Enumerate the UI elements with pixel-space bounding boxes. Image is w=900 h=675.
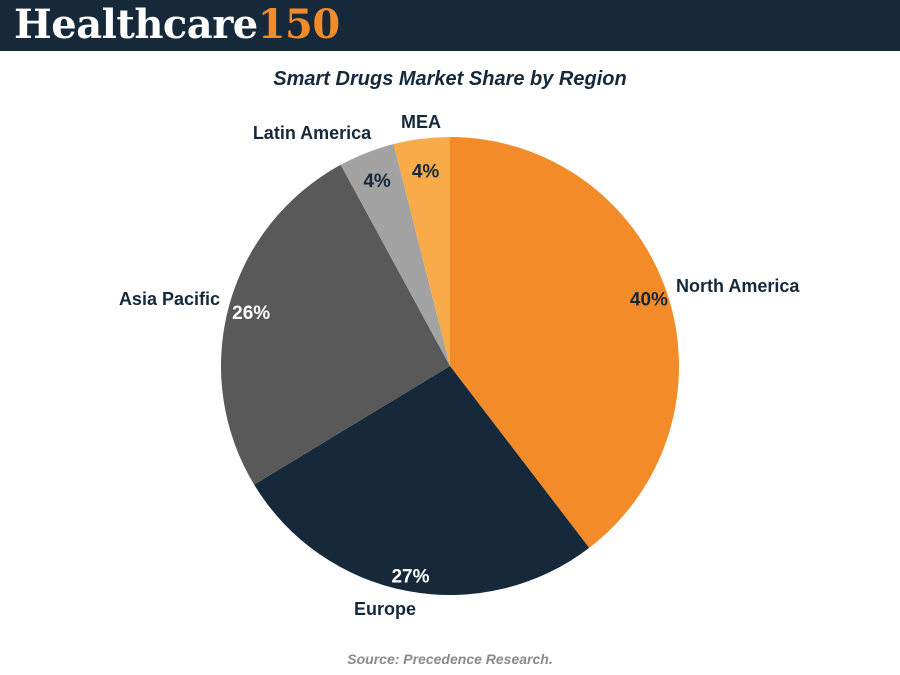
pie-slice-europe	[254, 366, 590, 595]
pie-slice-north-america	[450, 137, 680, 548]
chart-title: Smart Drugs Market Share by Region	[273, 68, 627, 90]
brand-logo: Healthcare150	[14, 3, 340, 47]
data-label-asia-pacific: 26%	[232, 303, 270, 324]
header-bar: Healthcare150	[0, 0, 900, 51]
pie-slice-latin-america	[340, 144, 450, 366]
category-label-mea: MEA	[401, 112, 441, 132]
data-label-mea: 4%	[412, 162, 440, 183]
pie-slice-mea	[393, 137, 450, 366]
category-label-north-america: North America	[676, 276, 800, 296]
data-label-europe: 27%	[391, 566, 429, 587]
source-note: Source: Precedence Research.	[347, 651, 553, 667]
category-label-europe: Europe	[354, 599, 416, 619]
pie-slice-asia-pacific	[221, 164, 450, 485]
data-label-north-america: 40%	[630, 290, 668, 311]
category-label-latin-america: Latin America	[253, 123, 372, 143]
brand-number: 150	[257, 1, 341, 48]
data-label-latin-america: 4%	[363, 171, 391, 192]
category-label-asia-pacific: Asia Pacific	[119, 289, 220, 309]
pie-chart: 40% North America 27% Europe 26% Asia Pacific…	[119, 112, 800, 619]
brand-name: Healthcare	[14, 1, 258, 48]
